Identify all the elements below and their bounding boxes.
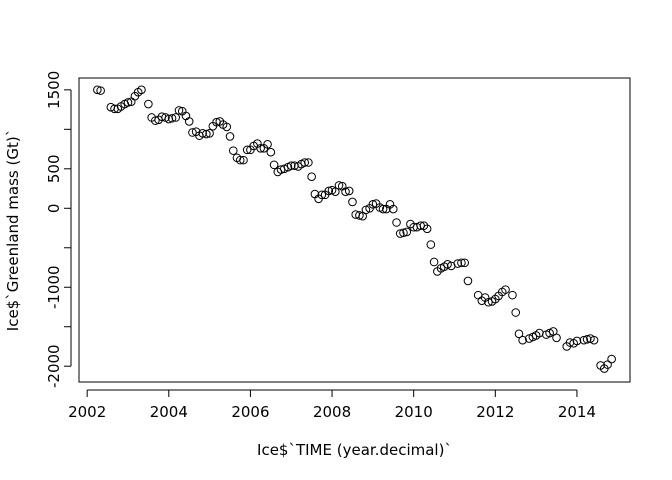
data-point — [368, 200, 378, 209]
y-tick-label: 500 — [45, 154, 63, 183]
data-point — [167, 113, 177, 123]
data-point — [123, 98, 133, 107]
y-axis: -2000 -1000 0 500 1500 — [45, 71, 72, 388]
data-point — [300, 158, 310, 167]
data-point — [334, 181, 344, 190]
data-point — [184, 117, 194, 126]
data-point — [603, 360, 612, 369]
data-point — [426, 240, 436, 249]
data-point — [463, 276, 473, 286]
data-point — [222, 122, 232, 132]
data-point — [96, 86, 105, 95]
data-point — [228, 146, 238, 155]
data-point — [202, 129, 211, 139]
data-point — [171, 113, 181, 122]
y-tick-label: -2000 — [45, 344, 63, 388]
data-point — [188, 128, 197, 137]
data-point — [582, 335, 592, 344]
data-point — [341, 187, 350, 197]
data-points — [93, 85, 616, 373]
data-point — [286, 161, 296, 170]
data-point — [552, 333, 561, 343]
data-point — [378, 204, 388, 214]
data-point — [501, 285, 510, 294]
data-point — [579, 335, 589, 345]
data-point — [137, 85, 146, 95]
data-point — [331, 187, 340, 197]
data-point — [242, 145, 252, 155]
x-tick-label: 2002 — [68, 403, 106, 421]
x-axis: 2002 2004 2006 2008 2010 2012 2014 — [68, 389, 596, 421]
data-point — [263, 140, 272, 149]
y-axis-label: Ice$`Greenland mass (Gt)` — [4, 129, 22, 331]
data-point — [392, 218, 401, 227]
x-tick-label: 2010 — [395, 403, 433, 421]
data-point — [429, 257, 439, 267]
data-point — [235, 155, 245, 165]
data-point — [511, 308, 521, 317]
data-point — [324, 186, 334, 196]
data-point — [395, 229, 405, 238]
data-point — [205, 128, 214, 138]
data-point — [572, 336, 582, 346]
data-point — [144, 99, 153, 109]
y-tick-label: 0 — [45, 204, 63, 214]
data-point — [174, 106, 184, 115]
data-point — [256, 143, 265, 153]
data-point — [607, 354, 616, 364]
data-point — [355, 211, 364, 220]
data-point — [457, 258, 466, 268]
y-tick-label: 1500 — [45, 71, 63, 109]
data-point — [304, 158, 313, 167]
plot-frame — [78, 77, 631, 383]
x-tick-label: 2014 — [558, 403, 596, 421]
data-point — [518, 335, 527, 345]
data-point — [266, 147, 276, 157]
data-point — [453, 259, 463, 268]
data-point — [514, 329, 524, 339]
data-point — [239, 155, 248, 165]
data-point — [422, 224, 432, 234]
data-point — [151, 116, 160, 125]
x-tick-label: 2004 — [150, 403, 188, 421]
x-axis-label: Ice$`TIME (year.decimal)` — [257, 441, 452, 459]
data-point — [402, 227, 412, 237]
data-point — [399, 228, 408, 238]
data-point — [348, 197, 357, 207]
x-tick-label: 2012 — [476, 403, 514, 421]
data-point — [93, 85, 102, 95]
data-point — [344, 186, 354, 196]
y-tick-label: -1000 — [45, 265, 63, 309]
data-point — [317, 190, 327, 200]
data-point — [460, 258, 470, 268]
data-point — [198, 128, 207, 138]
data-point — [589, 335, 599, 345]
data-point — [508, 290, 517, 300]
x-tick-label: 2006 — [231, 403, 269, 421]
data-point — [269, 160, 279, 170]
data-point — [307, 172, 316, 182]
data-point — [484, 297, 493, 307]
data-point — [225, 132, 235, 141]
data-point — [388, 204, 398, 214]
x-tick-label: 2008 — [313, 403, 351, 421]
